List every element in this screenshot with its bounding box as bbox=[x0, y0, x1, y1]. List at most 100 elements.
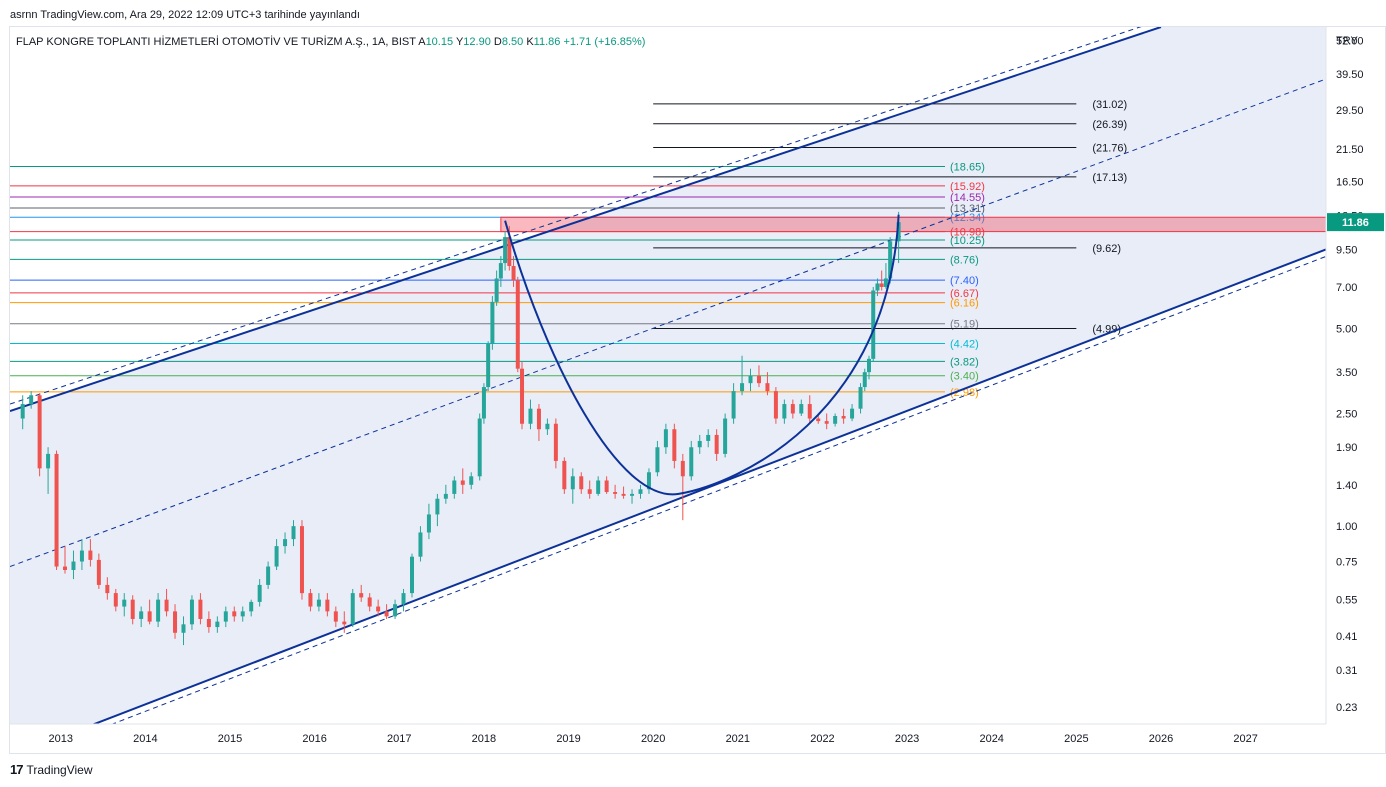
price-axis-tick: 39.50 bbox=[1336, 69, 1364, 81]
candle-body bbox=[490, 301, 495, 345]
price-axis-tick: 9.50 bbox=[1336, 244, 1357, 256]
price-axis-tick: 21.50 bbox=[1336, 144, 1364, 156]
candle-body bbox=[393, 604, 398, 617]
time-axis-tick: 2021 bbox=[726, 733, 750, 745]
time-axis-tick: 2027 bbox=[1233, 733, 1257, 745]
candle-body bbox=[122, 599, 127, 607]
candle-body bbox=[536, 408, 541, 430]
fib-level-label: (14.55) bbox=[950, 192, 985, 204]
channel-upper-dashed bbox=[10, 27, 1142, 405]
plot-area: (18.65)(15.92)(14.55)(13.31)(12.34)(10.9… bbox=[10, 27, 1326, 724]
candle-body bbox=[147, 611, 152, 622]
fib-level-label: (10.98) bbox=[950, 227, 985, 239]
time-axis-tick: 2016 bbox=[302, 733, 326, 745]
candle-body bbox=[443, 493, 448, 499]
fib-level-label: (5.19) bbox=[950, 319, 979, 331]
candle-body bbox=[816, 418, 821, 422]
channel-upper-line bbox=[10, 27, 1162, 413]
candle-body bbox=[418, 532, 423, 557]
candle-body bbox=[731, 391, 736, 419]
candle-body bbox=[452, 480, 457, 494]
target-level-label: (26.39) bbox=[1092, 119, 1127, 131]
candle-body bbox=[672, 429, 677, 461]
candle-body bbox=[274, 546, 279, 567]
candle-body bbox=[113, 593, 118, 607]
candle-body bbox=[515, 280, 520, 369]
candle-body bbox=[173, 611, 178, 633]
candle-body bbox=[29, 395, 34, 405]
candle-body bbox=[570, 476, 575, 490]
candle-body bbox=[807, 404, 812, 419]
candle-body bbox=[862, 372, 867, 388]
candle-body bbox=[748, 375, 753, 384]
candle-body bbox=[333, 611, 338, 622]
candle-body bbox=[460, 480, 465, 485]
tradingview-logo[interactable]: 17 TradingView bbox=[10, 762, 93, 777]
price-axis-tick: 1.00 bbox=[1336, 521, 1357, 533]
candle-body bbox=[164, 599, 169, 612]
high-value: 12.90 bbox=[463, 36, 491, 48]
price-axis-tick: 5.00 bbox=[1336, 323, 1357, 335]
candle-body bbox=[206, 618, 211, 628]
candle-body bbox=[435, 498, 440, 515]
candle-body bbox=[308, 593, 313, 607]
high-label: Y bbox=[455, 36, 464, 48]
candle-body bbox=[477, 418, 482, 477]
candle-body bbox=[350, 593, 355, 625]
candle-body bbox=[359, 593, 364, 598]
candle-body bbox=[858, 387, 863, 409]
fib-level-label: (7.40) bbox=[950, 275, 979, 287]
candle-body bbox=[54, 453, 59, 567]
price-axis-tick: 52.00 bbox=[1336, 35, 1364, 47]
fib-level-label: (3.40) bbox=[950, 371, 979, 383]
candle-body bbox=[37, 395, 42, 469]
target-level-label: (21.76) bbox=[1092, 143, 1127, 155]
symbol-legend: FLAP KONGRE TOPLANTI HİZMETLERİ OTOMOTİV… bbox=[16, 36, 645, 48]
candle-body bbox=[105, 584, 110, 594]
candle-body bbox=[604, 480, 609, 493]
candle-body bbox=[723, 418, 728, 454]
candle-body bbox=[740, 383, 745, 392]
candle-body bbox=[63, 566, 68, 570]
target-level-label: (17.13) bbox=[1092, 172, 1127, 184]
channel-fill bbox=[10, 27, 1326, 724]
candle-body bbox=[896, 222, 901, 242]
candle-body bbox=[680, 460, 685, 477]
candle-body bbox=[498, 263, 503, 279]
candle-body bbox=[367, 597, 372, 607]
candle-body bbox=[469, 476, 474, 485]
fib-level-label: (3.82) bbox=[950, 356, 979, 368]
time-axis-tick: 2014 bbox=[133, 733, 157, 745]
candle-body bbox=[156, 599, 161, 622]
price-axis-currency: TRY bbox=[1336, 35, 1358, 47]
candle-body bbox=[587, 489, 592, 494]
fib-level-label: (2.98) bbox=[950, 387, 979, 399]
price-axis-tick: 0.41 bbox=[1336, 631, 1357, 643]
time-axis-tick: 2019 bbox=[556, 733, 580, 745]
price-axis-tick: 3.50 bbox=[1336, 367, 1357, 379]
publish-info: asrnn TradingView.com, Ara 29, 2022 12:0… bbox=[10, 9, 360, 21]
candle-body bbox=[841, 415, 846, 419]
candle-body bbox=[130, 599, 135, 619]
open-label: A bbox=[418, 36, 426, 48]
target-level-label: (9.62) bbox=[1092, 243, 1121, 255]
price-axis-tick: 0.75 bbox=[1336, 557, 1357, 569]
fib-level-label: (4.42) bbox=[950, 338, 979, 350]
candle-body bbox=[782, 404, 787, 419]
candle-body bbox=[88, 550, 93, 560]
price-axis-tick: 0.55 bbox=[1336, 595, 1357, 607]
candle-body bbox=[773, 391, 778, 419]
time-axis-tick: 2017 bbox=[387, 733, 411, 745]
candle-body bbox=[866, 358, 871, 373]
candle-body bbox=[71, 561, 76, 570]
candle-body bbox=[215, 621, 220, 628]
candle-body bbox=[871, 290, 876, 359]
candle-body bbox=[714, 434, 719, 454]
candle-body bbox=[376, 606, 381, 612]
target-level-label: (4.99) bbox=[1092, 324, 1121, 336]
candle-body bbox=[96, 559, 101, 585]
candle-body bbox=[409, 556, 414, 594]
time-axis-tick: 2018 bbox=[472, 733, 496, 745]
price-axis-tick: 16.50 bbox=[1336, 177, 1364, 189]
